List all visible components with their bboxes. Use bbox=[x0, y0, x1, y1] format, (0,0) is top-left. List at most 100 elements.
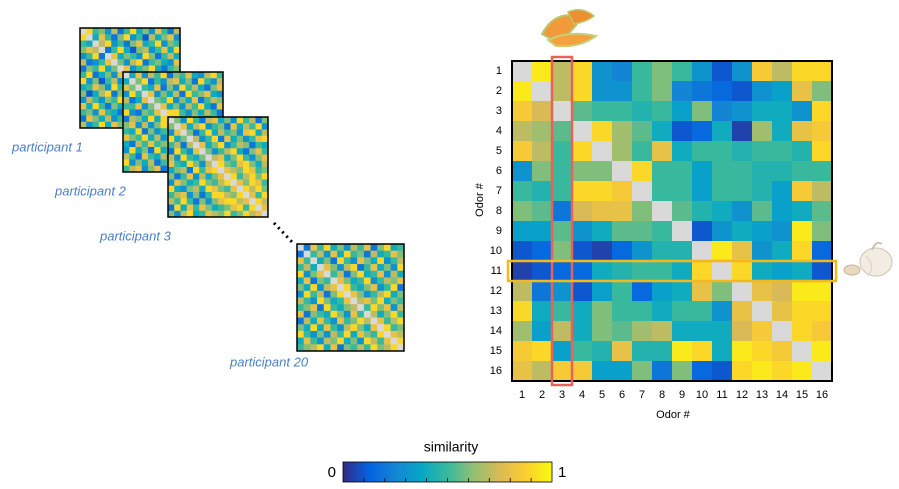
heatmap-cell bbox=[632, 261, 652, 281]
heatmap-cell bbox=[371, 244, 378, 251]
heatmap-cell bbox=[80, 72, 87, 79]
heatmap-cell bbox=[310, 277, 317, 284]
heatmap-cell bbox=[93, 78, 100, 85]
heatmap-cell bbox=[324, 304, 331, 311]
heatmap-cell bbox=[612, 221, 632, 241]
heatmap-cell bbox=[337, 318, 344, 325]
heatmap-cell bbox=[377, 284, 384, 291]
x-tick-label: 10 bbox=[696, 389, 708, 401]
heatmap-cell bbox=[792, 301, 812, 321]
heatmap-cell bbox=[772, 341, 792, 361]
heatmap-cell bbox=[532, 161, 552, 181]
heatmap-cell bbox=[143, 53, 150, 60]
heatmap-cell bbox=[304, 331, 311, 338]
heatmap-cell bbox=[552, 81, 572, 101]
heatmap-cell bbox=[198, 91, 205, 98]
heatmap-cell bbox=[212, 148, 219, 155]
heatmap-cell bbox=[204, 103, 211, 110]
heatmap-cell bbox=[86, 47, 93, 54]
diagonal-cell bbox=[148, 97, 155, 104]
heatmap-cell bbox=[297, 284, 304, 291]
colorbar-max-label: 1 bbox=[558, 464, 566, 481]
heatmap-cell bbox=[672, 201, 692, 221]
heatmap-cell bbox=[592, 281, 612, 301]
heatmap-cell bbox=[181, 123, 188, 130]
x-tick-label: 13 bbox=[756, 389, 768, 401]
heatmap-cell bbox=[212, 180, 219, 187]
heatmap-cell bbox=[792, 361, 812, 381]
heatmap-cell bbox=[772, 141, 792, 161]
heatmap-cell bbox=[231, 117, 238, 124]
heatmap-cell bbox=[154, 110, 161, 117]
heatmap-cell bbox=[142, 103, 149, 110]
heatmap-cell bbox=[652, 341, 672, 361]
heatmap-cell bbox=[391, 318, 398, 325]
heatmap-cell bbox=[206, 180, 213, 187]
heatmap-cell bbox=[297, 257, 304, 264]
heatmap-cell bbox=[149, 34, 156, 41]
heatmap-cell bbox=[218, 123, 225, 130]
heatmap-cell bbox=[772, 101, 792, 121]
heatmap-cell bbox=[652, 181, 672, 201]
heatmap-cell bbox=[186, 97, 193, 104]
heatmap-cell bbox=[712, 241, 732, 261]
heatmap-cell bbox=[672, 181, 692, 201]
heatmap-cell bbox=[256, 186, 263, 193]
heatmap-cell bbox=[772, 221, 792, 241]
x-tick-label: 16 bbox=[816, 389, 828, 401]
heatmap-cell bbox=[186, 78, 193, 85]
heatmap-cell bbox=[632, 81, 652, 101]
heatmap-cell bbox=[218, 180, 225, 187]
heatmap-cell bbox=[256, 155, 263, 162]
heatmap-cell bbox=[384, 284, 391, 291]
heatmap-cell bbox=[384, 338, 391, 345]
diagonal-cell bbox=[136, 85, 143, 92]
y-tick-label: 5 bbox=[496, 145, 502, 157]
heatmap-cell bbox=[105, 72, 112, 79]
heatmap-cell bbox=[377, 291, 384, 298]
heatmap-cell bbox=[324, 338, 331, 345]
heatmap-cell bbox=[351, 264, 358, 271]
heatmap-cell bbox=[142, 72, 149, 79]
heatmap-cell bbox=[377, 318, 384, 325]
heatmap-cell bbox=[752, 181, 772, 201]
y-tick-label: 16 bbox=[490, 365, 502, 377]
heatmap-cell bbox=[371, 284, 378, 291]
heatmap-cell bbox=[351, 284, 358, 291]
diagonal-cell bbox=[317, 264, 324, 271]
heatmap-cell bbox=[752, 161, 772, 181]
heatmap-cell bbox=[136, 141, 143, 148]
heatmap-cell bbox=[612, 321, 632, 341]
heatmap-cell bbox=[572, 321, 592, 341]
heatmap-cell bbox=[310, 284, 317, 291]
heatmap-cell bbox=[161, 122, 168, 129]
heatmap-cell bbox=[812, 181, 832, 201]
heatmap-cell bbox=[812, 81, 832, 101]
heatmap-cell bbox=[111, 41, 118, 48]
heatmap-cell bbox=[161, 103, 168, 110]
heatmap-cell bbox=[712, 361, 732, 381]
heatmap-cell bbox=[592, 241, 612, 261]
heatmap-cell bbox=[552, 281, 572, 301]
heatmap-cell bbox=[256, 136, 263, 143]
heatmap-cell bbox=[129, 135, 136, 142]
diagonal-cell bbox=[692, 241, 712, 261]
diagonal-cell bbox=[212, 161, 219, 168]
heatmap-cell bbox=[532, 101, 552, 121]
heatmap-cell bbox=[154, 147, 161, 154]
heatmap-cell bbox=[168, 130, 175, 137]
heatmap-cell bbox=[211, 78, 218, 85]
heatmap-cell bbox=[174, 161, 181, 168]
heatmap-cell bbox=[218, 198, 225, 205]
heatmap-cell bbox=[179, 97, 186, 104]
heatmap-cell bbox=[371, 338, 378, 345]
heatmap-cell bbox=[206, 198, 213, 205]
heatmap-cell bbox=[337, 324, 344, 331]
heatmap-cell bbox=[572, 241, 592, 261]
heatmap-cell bbox=[111, 72, 118, 79]
heatmap-cell bbox=[231, 136, 238, 143]
y-tick-label: 9 bbox=[496, 225, 502, 237]
diagonal-cell bbox=[632, 181, 652, 201]
heatmap-cell bbox=[330, 244, 337, 251]
heatmap-cell bbox=[249, 136, 256, 143]
